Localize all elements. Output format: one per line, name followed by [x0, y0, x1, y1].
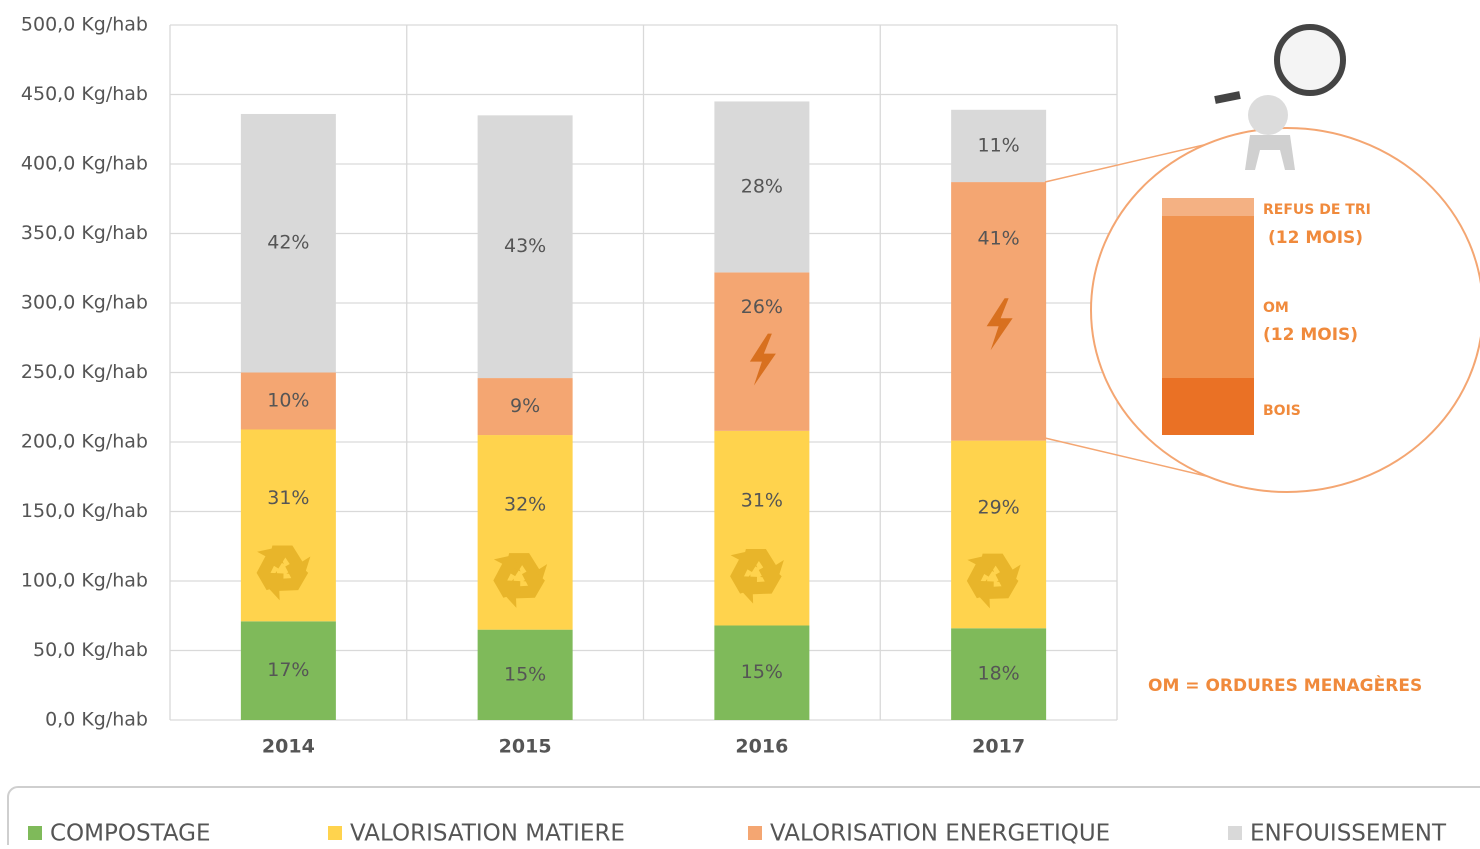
- x-tick-label: 2017: [972, 736, 1025, 758]
- y-tick-label: 200,0 Kg/hab: [21, 431, 148, 453]
- legend-label: VALORISATION MATIERE: [350, 821, 625, 846]
- y-tick-label: 250,0 Kg/hab: [21, 361, 148, 383]
- legend-swatch: [1228, 826, 1242, 840]
- y-tick-label: 450,0 Kg/hab: [21, 83, 148, 105]
- chart: 0,0 Kg/hab 50,0 Kg/hab 100,0 Kg/hab 150,0 K…: [0, 0, 1480, 845]
- legend-swatch: [328, 826, 342, 840]
- percent-label: 42%: [267, 232, 309, 254]
- legend-swatch: [28, 826, 42, 840]
- percent-label: 32%: [504, 494, 546, 516]
- y-tick-label: 500,0 Kg/hab: [21, 14, 148, 36]
- bar-segment: [714, 431, 809, 626]
- magnifier-handle: [1215, 95, 1240, 100]
- legend-label: ENFOUISSEMENT: [1250, 821, 1447, 846]
- percent-label: 43%: [504, 235, 546, 257]
- percent-label: 10%: [267, 389, 309, 411]
- zoom-label: (12 MOIS): [1263, 325, 1358, 345]
- y-tick-label: 150,0 Kg/hab: [21, 500, 148, 522]
- x-tick-label: 2016: [735, 736, 788, 758]
- note: OM = ORDURES MENAGÈRES: [1148, 674, 1422, 696]
- percent-label: 31%: [741, 489, 783, 511]
- percent-label: 18%: [978, 663, 1020, 685]
- y-tick-label: 350,0 Kg/hab: [21, 222, 148, 244]
- magnifier: [1277, 27, 1343, 93]
- percent-label: 28%: [741, 175, 783, 197]
- zoom-label: OM: [1263, 300, 1289, 316]
- y-tick-label: 50,0 Kg/hab: [33, 639, 148, 661]
- zoom-label: (12 MOIS): [1268, 228, 1363, 248]
- x-tick-label: 2014: [262, 736, 315, 758]
- zoom-segment: [1162, 378, 1254, 435]
- x-tick-label: 2015: [499, 736, 552, 758]
- percent-label: 26%: [741, 296, 783, 318]
- legend-label: COMPOSTAGE: [50, 821, 211, 846]
- percent-label: 15%: [741, 661, 783, 683]
- bar-segment: [951, 441, 1046, 629]
- zoom-label: REFUS DE TRI: [1263, 202, 1371, 218]
- percent-label: 9%: [510, 395, 540, 417]
- percent-label: 11%: [978, 134, 1020, 156]
- page: 0,0 Kg/hab 50,0 Kg/hab 100,0 Kg/hab 150,0 K…: [0, 0, 1480, 845]
- bar-segment: [241, 429, 336, 621]
- zoom-label: BOIS: [1263, 403, 1301, 419]
- y-tick-label: 0,0 Kg/hab: [45, 709, 148, 731]
- zoom-segment: [1162, 216, 1254, 378]
- percent-label: 41%: [978, 227, 1020, 249]
- zoom-segment: [1162, 198, 1254, 216]
- y-tick-label: 400,0 Kg/hab: [21, 153, 148, 175]
- figure-head: [1248, 95, 1288, 135]
- y-tick-label: 300,0 Kg/hab: [21, 292, 148, 314]
- percent-label: 29%: [978, 497, 1020, 519]
- legend-label: VALORISATION ENERGETIQUE: [770, 821, 1110, 846]
- legend-swatch: [748, 826, 762, 840]
- percent-label: 15%: [504, 663, 546, 685]
- percent-label: 17%: [267, 659, 309, 681]
- percent-label: 31%: [267, 487, 309, 509]
- zoom-callout: REFUS DE TRI (12 MOIS) OM (12 MOIS) BOIS: [1045, 128, 1480, 492]
- bar-segment: [478, 435, 573, 630]
- y-tick-label: 100,0 Kg/hab: [21, 570, 148, 592]
